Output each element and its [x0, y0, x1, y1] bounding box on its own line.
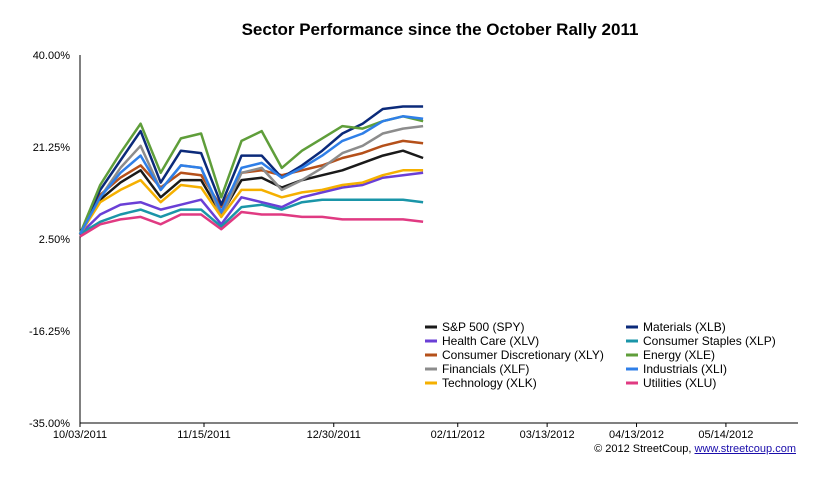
x-tick-label: 10/03/2011: [53, 429, 107, 441]
x-tick-label: 02/11/2012: [431, 429, 485, 441]
x-tick-label: 05/14/2012: [698, 429, 753, 441]
y-tick-group: 40.00% 21.25% 2.50% -16.25% -35.00%: [29, 50, 70, 430]
credit-link[interactable]: www.streetcoup.com: [694, 443, 796, 455]
y-tick-label: 21.25%: [33, 142, 71, 154]
chart-title: Sector Performance since the October Ral…: [241, 20, 639, 39]
x-tick-label: 03/13/2012: [520, 429, 575, 441]
legend-label: Health Care (XLV): [442, 334, 539, 348]
series-line-financials-xlf-: [78, 124, 424, 235]
legend-label: Energy (XLE): [643, 348, 715, 362]
series-line-consumer-staples-xlp-: [79, 198, 424, 236]
legend-label: Utilities (XLU): [643, 376, 716, 390]
x-tick-label: 04/13/2012: [609, 429, 664, 441]
series-line-materials-xlb-: [78, 105, 424, 235]
legend-label: Financials (XLF): [442, 362, 529, 376]
x-tick-group: 10/03/2011 11/15/2011 12/30/2011 02/11/2012…: [53, 423, 753, 441]
legend-label: Consumer Discretionary (XLY): [442, 348, 604, 362]
y-tick-label: -16.25%: [29, 326, 70, 338]
series-line-utilities-xlu-: [79, 210, 424, 238]
legend-label: Consumer Staples (XLP): [643, 334, 776, 348]
legend-label: Industrials (XLI): [643, 362, 727, 376]
series-line-industrials-xli-: [78, 115, 424, 235]
legend-label: Technology (XLK): [442, 376, 537, 390]
y-tick-label: 40.00%: [33, 50, 71, 62]
credit-line: © 2012 StreetCoup, www.streetcoup.com: [594, 443, 796, 455]
legend: S&P 500 (SPY)Health Care (XLV)Consumer D…: [425, 320, 776, 390]
legend-label: S&P 500 (SPY): [442, 320, 525, 334]
series-line-health-care-xlv-: [79, 171, 424, 235]
credit-text: © 2012 StreetCoup,: [594, 443, 695, 455]
y-tick-label: 2.50%: [39, 234, 70, 246]
series-line-s-p-500-spy-: [78, 149, 424, 235]
legend-label: Materials (XLB): [643, 320, 726, 334]
y-tick-label: -35.00%: [29, 418, 70, 430]
series-line-technology-xlk-: [78, 169, 424, 235]
x-tick-label: 11/15/2011: [177, 429, 230, 441]
x-tick-label: 12/30/2011: [307, 429, 361, 441]
series-line-energy-xle-: [78, 115, 424, 235]
series-group: [78, 105, 424, 238]
